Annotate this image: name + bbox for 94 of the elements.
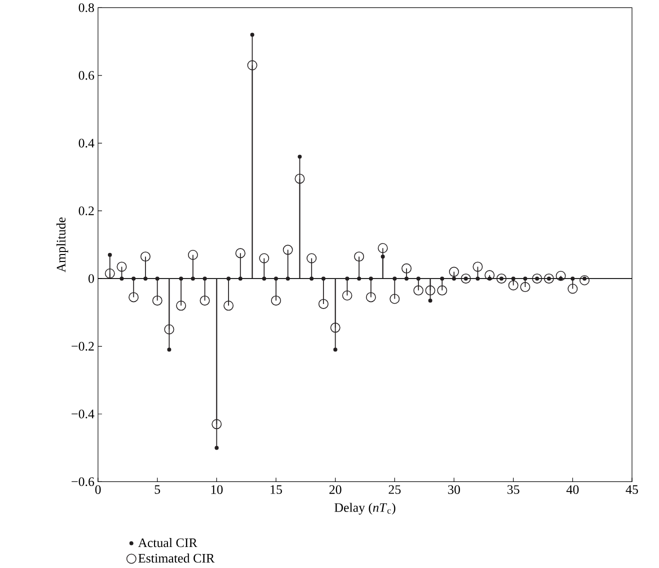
point bbox=[120, 276, 124, 281]
point bbox=[179, 276, 184, 281]
point bbox=[476, 276, 480, 281]
point bbox=[200, 296, 210, 306]
point bbox=[271, 296, 282, 306]
point bbox=[143, 276, 148, 281]
point bbox=[164, 324, 174, 334]
point bbox=[472, 262, 483, 272]
point bbox=[425, 285, 436, 296]
point bbox=[558, 276, 563, 281]
point bbox=[449, 266, 460, 277]
point bbox=[378, 243, 388, 254]
point bbox=[330, 322, 340, 333]
x-axis-title: Delay (nT$_{c}$) bbox=[334, 502, 396, 515]
point bbox=[523, 276, 528, 281]
y-tick-label: 0.8 bbox=[78, 3, 94, 12]
x-tick-label: 25 bbox=[388, 485, 401, 494]
y-tick-label: 0.2 bbox=[78, 206, 94, 216]
x-tick-label: 35 bbox=[507, 485, 520, 494]
point bbox=[570, 276, 575, 281]
point bbox=[392, 276, 397, 281]
point bbox=[484, 270, 495, 280]
point bbox=[262, 276, 266, 281]
point bbox=[224, 300, 234, 311]
point bbox=[259, 253, 270, 264]
point bbox=[437, 285, 448, 296]
point bbox=[294, 174, 305, 184]
point bbox=[188, 250, 198, 260]
y-tick-label: 0.6 bbox=[78, 71, 94, 80]
x-tick-label: 40 bbox=[566, 485, 579, 494]
point bbox=[235, 248, 246, 258]
point bbox=[390, 294, 400, 304]
point bbox=[342, 290, 352, 301]
x-tick-label: 10 bbox=[211, 485, 223, 494]
x-tick-label: 45 bbox=[626, 485, 638, 494]
point bbox=[568, 284, 578, 294]
point bbox=[511, 276, 516, 281]
point bbox=[310, 276, 314, 281]
point bbox=[357, 276, 362, 281]
point bbox=[238, 276, 242, 281]
point bbox=[116, 262, 127, 272]
point bbox=[580, 275, 590, 286]
point bbox=[404, 276, 409, 281]
point bbox=[321, 276, 326, 281]
point bbox=[140, 252, 150, 262]
point bbox=[286, 276, 290, 281]
point bbox=[416, 276, 420, 281]
point bbox=[428, 298, 432, 303]
point bbox=[556, 270, 566, 281]
point bbox=[306, 253, 317, 264]
point bbox=[368, 276, 373, 281]
x-tick-label: 5 bbox=[154, 485, 160, 494]
point bbox=[354, 252, 364, 262]
point bbox=[152, 296, 162, 306]
point bbox=[226, 276, 231, 281]
point bbox=[108, 252, 112, 257]
x-tick-label: 20 bbox=[329, 485, 342, 494]
y-tick-label: 0.4 bbox=[78, 138, 94, 148]
x-tick-label: 30 bbox=[448, 485, 460, 494]
point bbox=[282, 244, 293, 255]
legend-label: Estimated CIR bbox=[138, 554, 215, 563]
point bbox=[345, 276, 350, 281]
y-tick-label: −0.2 bbox=[72, 342, 94, 351]
x-tick-label: 0 bbox=[95, 485, 101, 494]
point bbox=[176, 300, 186, 311]
point bbox=[298, 154, 302, 159]
y-axis-title: Amplitude bbox=[56, 217, 68, 272]
y-tick-label: −0.6 bbox=[72, 477, 94, 486]
point bbox=[366, 292, 376, 302]
y-tick-label: 0 bbox=[88, 274, 94, 283]
point bbox=[274, 276, 278, 281]
point bbox=[333, 348, 338, 352]
point bbox=[440, 276, 444, 281]
point bbox=[250, 32, 254, 37]
x-tick-label: 15 bbox=[270, 485, 282, 494]
point bbox=[214, 446, 219, 450]
point bbox=[190, 276, 195, 281]
point bbox=[508, 280, 518, 290]
point bbox=[104, 268, 115, 279]
point bbox=[167, 348, 172, 352]
point bbox=[128, 292, 139, 302]
point bbox=[402, 263, 412, 274]
point bbox=[452, 276, 456, 281]
point bbox=[202, 276, 207, 281]
point bbox=[247, 60, 258, 70]
point bbox=[520, 282, 530, 292]
point bbox=[318, 298, 328, 309]
point bbox=[132, 276, 136, 281]
y-tick-label: −0.4 bbox=[72, 410, 94, 418]
point bbox=[212, 419, 222, 430]
legend-label: Actual CIR bbox=[138, 538, 198, 548]
point bbox=[155, 276, 160, 281]
point bbox=[380, 254, 385, 259]
point bbox=[413, 285, 424, 296]
